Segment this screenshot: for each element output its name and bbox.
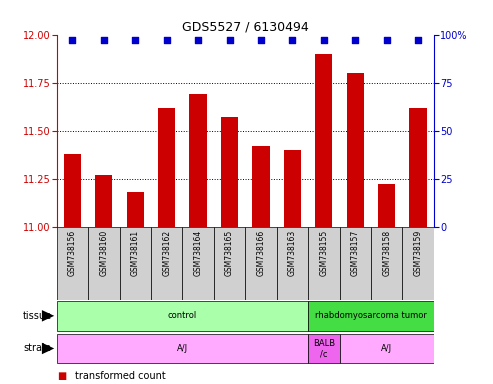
Text: GSM738164: GSM738164 — [194, 230, 203, 276]
Point — [69, 37, 76, 43]
Text: BALB
/c: BALB /c — [313, 339, 335, 358]
Text: GSM738165: GSM738165 — [225, 230, 234, 276]
Text: GSM738160: GSM738160 — [99, 230, 108, 276]
Bar — [119, 227, 151, 300]
Bar — [214, 227, 246, 300]
Point — [383, 37, 390, 43]
Bar — [127, 192, 144, 227]
Point — [194, 37, 202, 43]
Point — [163, 37, 171, 43]
Point — [320, 37, 328, 43]
Title: GDS5527 / 6130494: GDS5527 / 6130494 — [182, 20, 309, 33]
Text: GSM738161: GSM738161 — [131, 230, 140, 276]
Bar — [277, 227, 308, 300]
Text: tissue: tissue — [23, 311, 52, 321]
Bar — [410, 108, 427, 227]
Point — [131, 37, 139, 43]
Text: A/J: A/J — [381, 344, 392, 353]
Bar — [252, 146, 270, 227]
Bar — [315, 54, 332, 227]
Text: GSM738166: GSM738166 — [256, 230, 266, 276]
Bar — [88, 227, 119, 300]
Text: GSM738157: GSM738157 — [351, 230, 360, 276]
Bar — [284, 150, 301, 227]
Bar — [158, 108, 176, 227]
Text: GSM738159: GSM738159 — [414, 230, 423, 276]
Bar — [308, 227, 340, 300]
Text: strain: strain — [24, 343, 52, 354]
Text: GSM738162: GSM738162 — [162, 230, 171, 276]
Bar — [245, 227, 277, 300]
Bar — [95, 175, 112, 227]
Point — [257, 37, 265, 43]
Point — [100, 37, 108, 43]
Bar — [308, 301, 434, 331]
Bar — [340, 334, 434, 363]
Bar — [57, 227, 88, 300]
Bar — [221, 117, 238, 227]
Text: A/J: A/J — [177, 344, 188, 353]
Bar — [182, 227, 214, 300]
Point — [414, 37, 422, 43]
Text: GSM738163: GSM738163 — [288, 230, 297, 276]
Bar — [189, 94, 207, 227]
Text: GSM738155: GSM738155 — [319, 230, 328, 276]
Bar — [347, 73, 364, 227]
Point — [352, 37, 359, 43]
Bar — [57, 334, 308, 363]
Text: rhabdomyosarcoma tumor: rhabdomyosarcoma tumor — [315, 311, 427, 320]
Text: transformed count: transformed count — [75, 371, 166, 381]
Text: GSM738156: GSM738156 — [68, 230, 77, 276]
Bar — [151, 227, 182, 300]
Text: GSM738158: GSM738158 — [382, 230, 391, 276]
Bar — [371, 227, 402, 300]
Bar — [402, 227, 434, 300]
Point — [226, 37, 234, 43]
Bar — [308, 334, 340, 363]
Bar — [340, 227, 371, 300]
Text: control: control — [168, 311, 197, 320]
Text: ■: ■ — [57, 371, 66, 381]
Point — [288, 37, 296, 43]
Bar — [57, 301, 308, 331]
Bar — [64, 154, 81, 227]
Bar — [378, 184, 395, 227]
